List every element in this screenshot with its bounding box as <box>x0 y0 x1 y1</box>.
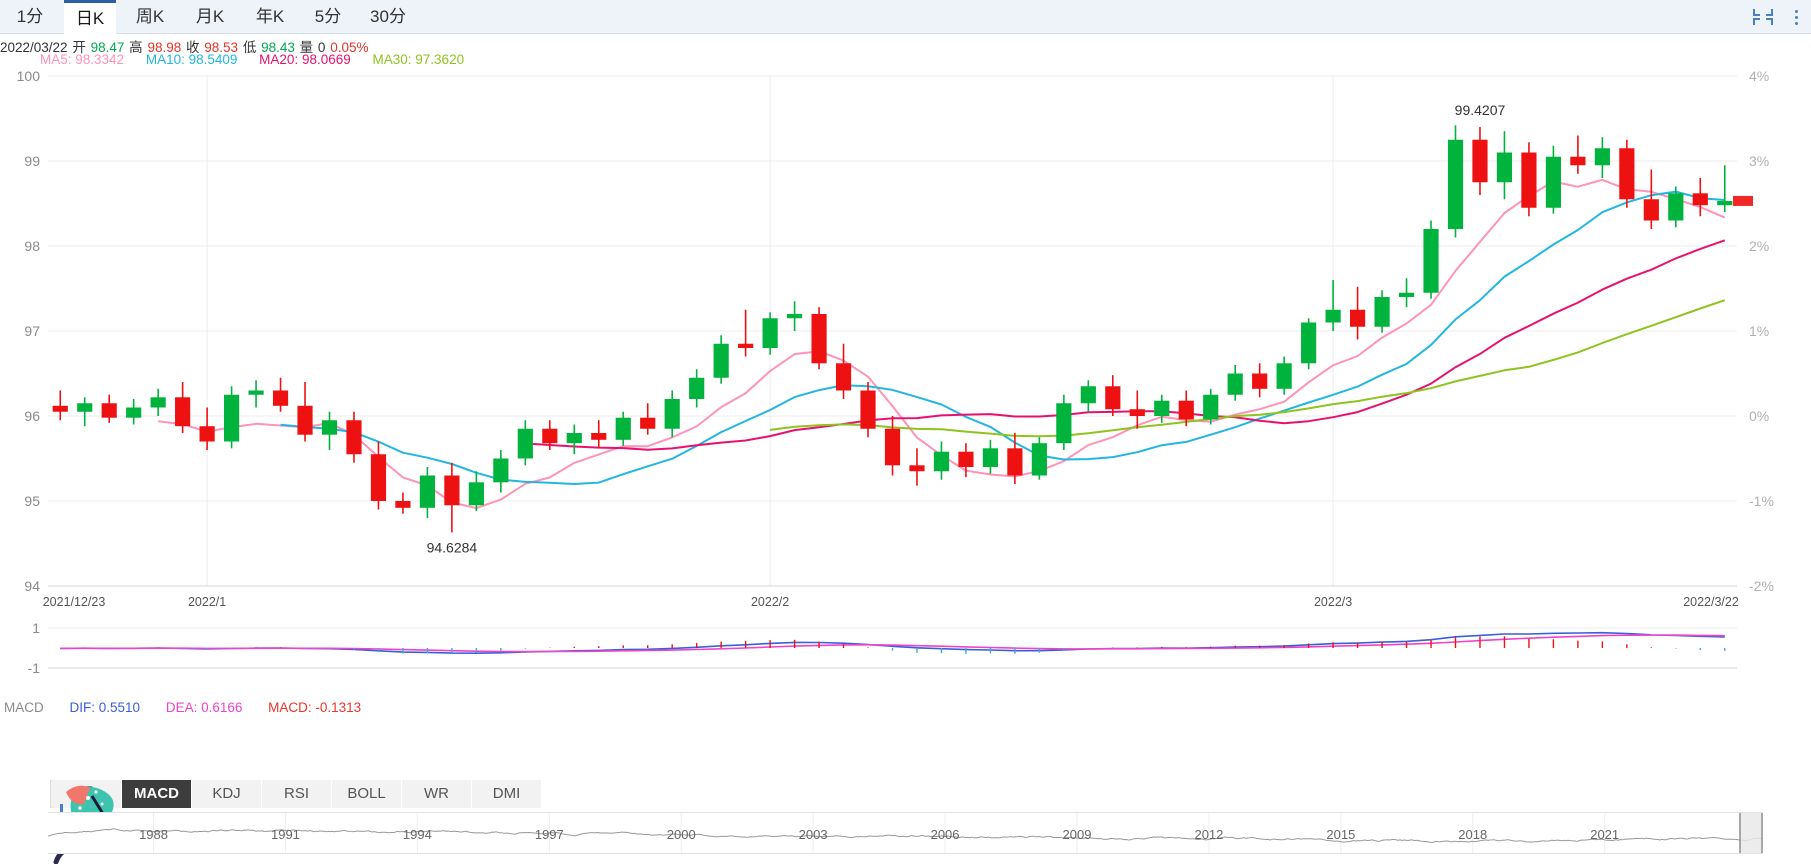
ma20-legend: MA20: 98.0669 <box>259 52 351 67</box>
ohlc-low-value: 98.43 <box>261 40 295 55</box>
indicator-tab-dmi[interactable]: DMI <box>472 780 542 808</box>
macd-title: MACD <box>4 700 44 715</box>
period-tab-1[interactable]: 日K <box>64 0 116 34</box>
period-tab-4[interactable]: 年K <box>255 7 285 26</box>
minimap-year-label: 2006 <box>930 827 960 842</box>
ma10-legend: MA10: 98.5409 <box>145 52 238 67</box>
svg-text:96: 96 <box>24 408 40 424</box>
indicator-tab-wr[interactable]: WR <box>402 780 472 808</box>
minimap-sparkline <box>48 813 1762 853</box>
minimap-year-label: 2018 <box>1458 827 1488 842</box>
minimap-year-label: 2012 <box>1194 827 1224 842</box>
indicator-tab-无[interactable]: 无 <box>52 780 122 808</box>
indicator-tab-bar: 无 MACD KDJ RSI BOLL WR DMI <box>52 780 542 808</box>
indicator-tab-rsi[interactable]: RSI <box>262 780 332 808</box>
minimap-year-label: 1988 <box>139 827 168 842</box>
indicator-tab-boll[interactable]: BOLL <box>332 780 402 808</box>
svg-text:2022/1: 2022/1 <box>188 595 226 609</box>
range-selector-minimap[interactable]: 1988 1991 1994 1997 2000 2003 2006 2009 2012 2015… <box>48 812 1763 854</box>
indicator-tab-macd[interactable]: MACD <box>122 780 192 808</box>
svg-text:-1%: -1% <box>1749 493 1774 509</box>
svg-text:99.4207: 99.4207 <box>1455 102 1506 118</box>
svg-text:94.6284: 94.6284 <box>427 540 478 556</box>
ohlc-change-pct: 0.05% <box>330 40 369 55</box>
svg-text:100: 100 <box>17 68 41 84</box>
svg-text:4%: 4% <box>1749 68 1769 84</box>
period-tab-2[interactable]: 周K <box>135 7 165 26</box>
ohlc-legend: 2022/03/22 开 98.47 高 98.98 收 98.53 低 98.… <box>0 36 369 55</box>
ohlc-close-label: 收 <box>186 40 200 55</box>
minimap-year-label: 2000 <box>666 827 696 842</box>
svg-text:1%: 1% <box>1749 323 1769 339</box>
period-tab-3[interactable]: 月K <box>195 7 225 26</box>
ohlc-close-value: 98.53 <box>204 40 239 55</box>
svg-text:2%: 2% <box>1749 238 1769 254</box>
more-options-icon[interactable] <box>1791 7 1803 27</box>
svg-text:2021/12/23: 2021/12/23 <box>43 595 106 609</box>
macd-dif-value: DIF: 0.5510 <box>69 700 141 715</box>
chart-canvas: 100 99 98 97 96 95 94 4% 3% 2% 1% 0% -1% -2% 2021/12/2… <box>17 68 1774 676</box>
svg-text:99: 99 <box>24 153 40 169</box>
ma30-legend: MA30: 97.3620 <box>372 52 465 67</box>
minimap-range-handle[interactable] <box>1739 813 1763 853</box>
collapse-icon[interactable] <box>1753 7 1773 27</box>
minimap-year-label: 2009 <box>1062 827 1092 842</box>
svg-text:98: 98 <box>24 238 40 254</box>
period-tab-bar: 1分 日K 周K 月K 年K 5分 30分 <box>0 0 1811 34</box>
svg-text:97: 97 <box>24 323 40 339</box>
ohlc-volume-label: 量 <box>299 40 314 55</box>
minimap-year-label: 2003 <box>798 827 828 842</box>
minimap-year-label: 1991 <box>270 827 300 842</box>
svg-text:2022/3/22: 2022/3/22 <box>1683 595 1739 609</box>
ohlc-open-label: 开 <box>72 40 86 55</box>
candlestick-chart[interactable]: 100 99 98 97 96 95 94 4% 3% 2% 1% 0% -1% -2% 2021/12/2… <box>0 68 1811 693</box>
toolbar-icons <box>1753 0 1803 34</box>
svg-text:2022/3: 2022/3 <box>1314 595 1352 609</box>
svg-text:-1: -1 <box>28 660 41 676</box>
ohlc-date: 2022/03/22 <box>0 40 68 55</box>
period-tab-0[interactable]: 1分 <box>16 7 44 26</box>
svg-text:-2%: -2% <box>1749 578 1774 594</box>
ma-legend: MA5: 98.3342 MA10: 98.5409 MA20: 98.0669… <box>40 52 482 68</box>
ohlc-low-label: 低 <box>242 40 257 55</box>
ohlc-volume-value: 0 <box>317 40 326 55</box>
macd-dea-value: DEA: 0.6166 <box>165 700 243 715</box>
minimap-year-label: 1994 <box>402 827 432 842</box>
ohlc-open-value: 98.47 <box>90 40 125 55</box>
ma5-legend: MA5: 98.3342 <box>40 52 125 67</box>
minimap-year-label: 2021 <box>1590 827 1620 842</box>
svg-text:2022/2: 2022/2 <box>751 595 789 609</box>
ohlc-high-value: 98.98 <box>147 40 182 55</box>
minimap-year-label: 2015 <box>1326 827 1356 842</box>
svg-text:0%: 0% <box>1749 408 1769 424</box>
period-tab-6[interactable]: 30分 <box>370 7 406 26</box>
svg-text:95: 95 <box>24 493 40 509</box>
svg-text:1: 1 <box>32 620 40 636</box>
macd-value: MACD: -0.1313 <box>268 700 362 715</box>
indicator-tab-kdj[interactable]: KDJ <box>192 780 262 808</box>
macd-legend: MACD DIF: 0.5510 DEA: 0.6166 MACD: -0.13… <box>4 700 383 715</box>
svg-text:3%: 3% <box>1749 153 1769 169</box>
svg-text:94: 94 <box>24 578 40 594</box>
ohlc-high-label: 高 <box>129 40 143 55</box>
minimap-year-label: 1997 <box>534 827 564 842</box>
period-tab-5[interactable]: 5分 <box>314 7 342 26</box>
